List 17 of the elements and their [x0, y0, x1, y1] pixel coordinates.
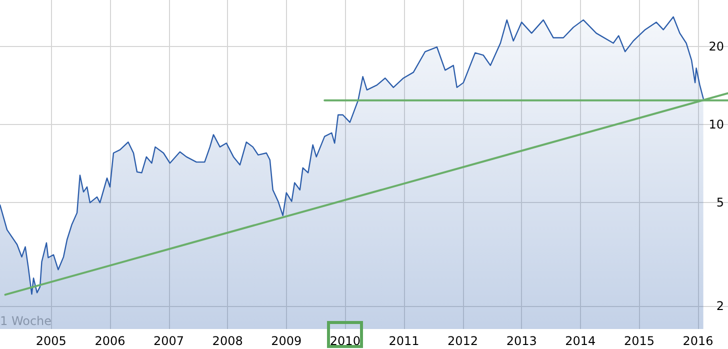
y-tick-label: 5 — [716, 196, 724, 210]
x-tick-label: 2007 — [153, 334, 184, 348]
x-tick-label: 2010 — [330, 334, 360, 348]
x-tick-label: 2005 — [36, 334, 66, 348]
x-tick-label: 2014 — [565, 334, 596, 348]
y-tick-label: 10 — [708, 118, 724, 132]
x-tick-label: 2006 — [94, 334, 126, 348]
y-tick-label: 2 — [716, 298, 724, 313]
x-tick-label: 2011 — [388, 334, 420, 348]
x-tick-label: 2012 — [448, 334, 478, 348]
x-tick-label: 2009 — [271, 334, 302, 348]
x-tick-label: 2013 — [506, 334, 537, 348]
x-tick-label: 2016 — [682, 334, 714, 348]
y-tick-label: 20 — [708, 39, 724, 54]
x-tick-label: 2008 — [212, 334, 243, 348]
x-tick-label: 2015 — [624, 334, 654, 348]
annotation: 1 Woche — [0, 314, 52, 328]
